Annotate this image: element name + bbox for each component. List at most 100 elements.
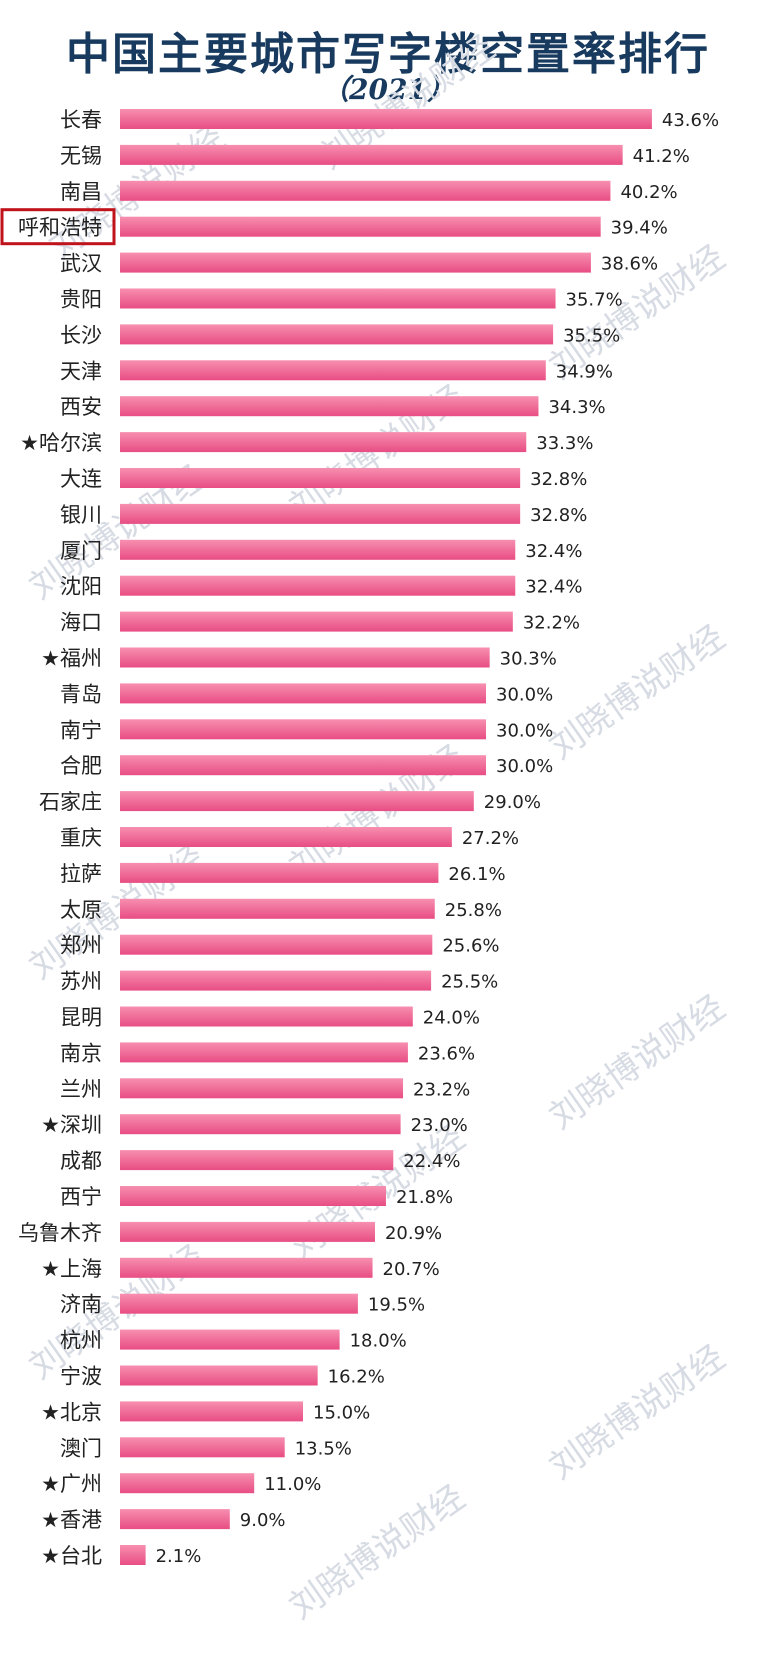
highlight-box <box>0 208 116 246</box>
bar <box>120 755 486 776</box>
value-label: 25.8% <box>445 900 502 921</box>
category-label: 成都 <box>60 1149 102 1173</box>
bar <box>120 683 486 704</box>
bar <box>120 1545 146 1565</box>
category-label: 无锡 <box>60 144 102 168</box>
value-label: 40.2% <box>620 182 677 203</box>
watermark-text: 刘晓博说财经 <box>282 1478 472 1628</box>
watermark-text: 刘晓博说财经 <box>542 1338 732 1488</box>
value-label: 41.2% <box>633 146 690 167</box>
bar <box>120 575 516 596</box>
category-label: 长春 <box>60 108 102 132</box>
value-label: 21.8% <box>396 1187 453 1208</box>
value-label: 29.0% <box>484 792 541 813</box>
bar <box>120 539 516 560</box>
value-label: 39.4% <box>611 218 668 239</box>
category-label: 重庆 <box>60 826 102 850</box>
category-label: 乌鲁木齐 <box>18 1221 102 1245</box>
category-label: 杭州 <box>60 1329 102 1353</box>
bar <box>120 970 432 991</box>
bar <box>120 1186 386 1206</box>
value-label: 20.9% <box>385 1223 442 1244</box>
category-label: 宁波 <box>60 1365 102 1389</box>
category-label: 拉萨 <box>60 862 102 886</box>
watermark-text: 刘晓博说财经 <box>542 988 732 1138</box>
value-label: 26.1% <box>448 864 505 885</box>
bar <box>120 1078 404 1099</box>
category-label: ★哈尔滨 <box>20 431 102 455</box>
category-label: 兰州 <box>60 1077 102 1101</box>
value-label: 2.1% <box>156 1546 202 1567</box>
category-label: 南京 <box>60 1041 102 1065</box>
value-label: 32.2% <box>523 613 580 634</box>
value-label: 30.0% <box>496 684 553 705</box>
value-label: 30.0% <box>496 720 553 741</box>
category-label: ★广州 <box>41 1472 102 1496</box>
value-label: 35.7% <box>566 290 623 311</box>
bar <box>120 468 521 488</box>
value-label: 19.5% <box>368 1295 425 1316</box>
bar <box>120 611 513 632</box>
bar <box>120 360 546 381</box>
category-label: ★福州 <box>41 647 102 671</box>
value-label: 13.5% <box>295 1438 352 1459</box>
value-label: 25.5% <box>441 972 498 993</box>
bar <box>120 432 527 453</box>
value-label: 16.2% <box>328 1367 385 1388</box>
category-label: 大连 <box>60 467 102 491</box>
bar <box>120 252 591 273</box>
category-label: 贵阳 <box>60 288 102 312</box>
bar <box>120 216 601 237</box>
category-label: 昆明 <box>60 1006 102 1030</box>
category-label: 合肥 <box>60 754 102 778</box>
bar <box>120 1221 375 1242</box>
value-label: 38.6% <box>601 254 658 275</box>
bar <box>120 862 439 883</box>
bar <box>120 1473 255 1494</box>
chart-subtitle: （2021） <box>321 73 455 106</box>
category-label: ★香港 <box>41 1508 102 1532</box>
bar <box>120 1329 340 1350</box>
category-label: 银川 <box>60 503 102 527</box>
value-label: 34.9% <box>556 361 613 382</box>
value-label: 15.0% <box>313 1402 370 1423</box>
category-label: 太原 <box>60 898 102 922</box>
bar <box>120 1437 285 1458</box>
bar <box>120 1293 358 1314</box>
category-label: 郑州 <box>60 934 102 958</box>
category-label: 海口 <box>60 611 102 635</box>
category-label: ★上海 <box>41 1257 102 1281</box>
bar <box>120 109 652 129</box>
category-label: ★深圳 <box>41 1113 102 1137</box>
value-label: 18.0% <box>350 1331 407 1352</box>
category-label: 长沙 <box>60 323 102 347</box>
bar <box>120 1257 373 1278</box>
category-label: 济南 <box>60 1293 102 1317</box>
category-label: ★台北 <box>41 1544 102 1568</box>
value-label: 9.0% <box>240 1510 286 1531</box>
value-label: 25.6% <box>442 936 499 957</box>
category-label: 沈阳 <box>60 575 102 599</box>
category-label: 西宁 <box>60 1185 102 1209</box>
bar <box>120 180 611 201</box>
bar <box>120 1114 401 1135</box>
category-label: 武汉 <box>60 252 102 276</box>
bar <box>120 503 521 524</box>
bar <box>120 1365 318 1386</box>
value-label: 22.4% <box>403 1151 460 1172</box>
category-label: 呼和浩特 <box>18 216 102 240</box>
value-label: 32.8% <box>530 469 587 490</box>
value-label: 23.2% <box>413 1079 470 1100</box>
watermark-text: 刘晓博说财经 <box>542 618 732 768</box>
value-label: 23.0% <box>411 1115 468 1136</box>
bar <box>120 1042 408 1063</box>
bar <box>120 827 452 847</box>
value-label: 32.8% <box>530 505 587 526</box>
bar <box>120 288 556 309</box>
value-label: 24.0% <box>423 1008 480 1029</box>
category-label: 青岛 <box>60 682 102 706</box>
category-label: 石家庄 <box>39 790 102 814</box>
value-label: 30.3% <box>500 649 557 670</box>
category-label: 南昌 <box>60 180 102 204</box>
